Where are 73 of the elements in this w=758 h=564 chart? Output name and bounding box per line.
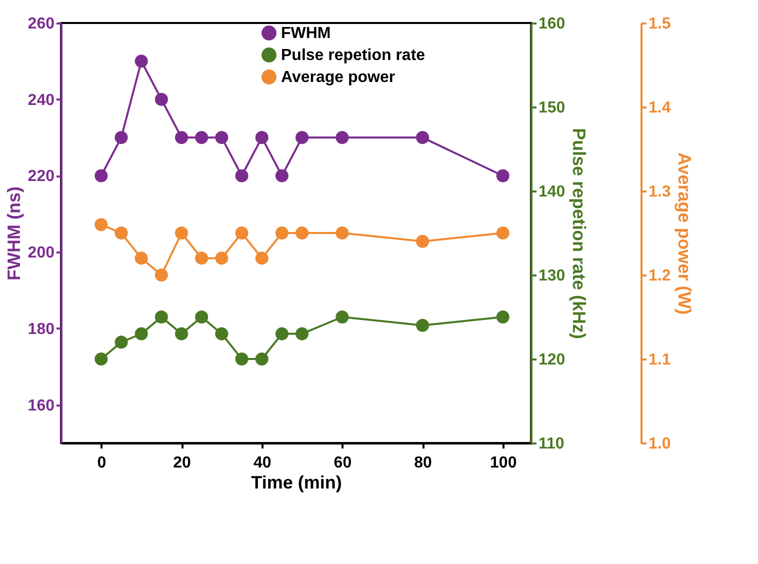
point (296, 327, 309, 340)
point (235, 169, 248, 182)
point (496, 226, 510, 240)
point (174, 327, 188, 340)
point (114, 336, 128, 349)
y3-tick-label: 1.2 (648, 268, 671, 284)
point (94, 218, 108, 232)
point (195, 252, 208, 265)
point (134, 252, 148, 265)
y3-tick-label: 1.0 (648, 436, 671, 452)
point (94, 352, 108, 366)
y-tick-label: 240 (28, 92, 55, 109)
point (154, 310, 168, 324)
y-tick-label: 260 (28, 16, 55, 32)
y-axis-title: FWHM (ns) (4, 186, 24, 280)
y3-tick-label: 1.5 (648, 16, 671, 32)
point (416, 318, 430, 332)
point (416, 131, 430, 144)
point (275, 226, 288, 240)
y2-tick-label: 140 (538, 184, 566, 200)
point (336, 131, 349, 144)
x-axis-title: Time (min) (251, 472, 342, 492)
legend-label: FWHM (281, 25, 331, 42)
point (195, 131, 208, 144)
y2-tick-label: 150 (538, 100, 566, 116)
point (416, 234, 430, 248)
point (215, 252, 228, 265)
x-tick-label: 100 (490, 454, 517, 472)
x-tick-label: 80 (414, 454, 432, 472)
point (114, 226, 128, 240)
point (195, 310, 208, 324)
y2-tick-label: 110 (538, 436, 564, 452)
point (235, 352, 248, 366)
point (134, 54, 148, 68)
point (496, 310, 510, 324)
point (114, 131, 128, 144)
legend-label: Average power (281, 69, 396, 86)
y3-axis-title: Average power (W) (674, 152, 695, 315)
x-tick-label: 40 (253, 454, 272, 472)
point (496, 169, 510, 182)
y-tick-label: 180 (28, 320, 55, 338)
point (154, 268, 168, 282)
point (215, 131, 228, 144)
point (336, 310, 349, 324)
point (255, 352, 268, 366)
y2-tick-label: 160 (538, 16, 566, 32)
point (255, 131, 268, 144)
point (174, 226, 188, 240)
point (94, 169, 108, 182)
point (255, 252, 268, 265)
y-tick-label: 200 (28, 244, 55, 262)
point (174, 131, 188, 144)
x-tick-label: 60 (334, 454, 352, 472)
legend-label: Pulse repetion rate (281, 47, 426, 64)
point (134, 327, 148, 340)
y3-tick-label: 1.3 (648, 184, 671, 200)
y3-tick-label: 1.4 (648, 100, 671, 116)
point (296, 131, 309, 144)
point (275, 327, 288, 340)
y-tick-label: 220 (28, 168, 55, 186)
point (235, 226, 248, 240)
y3-tick-label: 1.1 (648, 352, 671, 368)
y2-tick-label: 120 (538, 352, 566, 368)
point (215, 327, 228, 340)
point (296, 226, 309, 240)
y2-tick-label: 130 (538, 268, 566, 284)
x-tick-label: 20 (173, 454, 192, 472)
y2-axis-title: Pulse repetion rate (kHz) (569, 128, 590, 340)
point (336, 226, 349, 240)
point (154, 92, 168, 106)
point (275, 169, 288, 182)
x-tick-label: 0 (97, 454, 106, 472)
y-tick-label: 160 (28, 397, 55, 414)
